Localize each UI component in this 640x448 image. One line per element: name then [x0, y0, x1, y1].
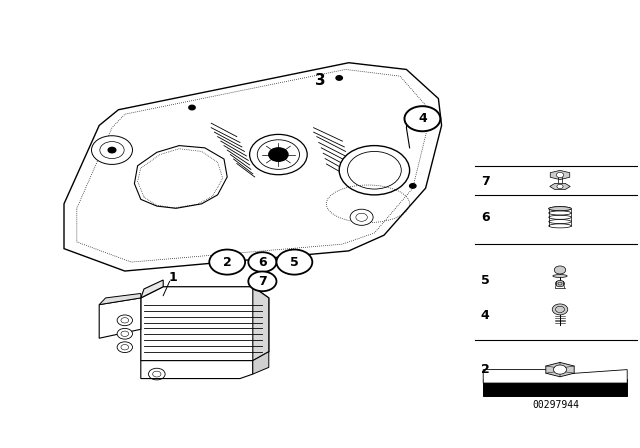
Polygon shape — [550, 183, 570, 190]
Circle shape — [248, 252, 276, 272]
Polygon shape — [134, 146, 227, 208]
Circle shape — [552, 304, 568, 315]
Text: 3: 3 — [315, 73, 325, 88]
Circle shape — [248, 271, 276, 291]
Circle shape — [336, 76, 342, 80]
Circle shape — [108, 147, 116, 153]
Circle shape — [410, 184, 416, 188]
Text: 4: 4 — [418, 112, 427, 125]
Circle shape — [556, 172, 564, 177]
Ellipse shape — [548, 207, 572, 211]
Text: 2: 2 — [223, 255, 232, 269]
Text: 7: 7 — [481, 175, 490, 188]
Polygon shape — [253, 287, 269, 361]
Polygon shape — [550, 170, 570, 180]
Circle shape — [250, 134, 307, 175]
Text: 5: 5 — [481, 273, 490, 287]
Circle shape — [269, 148, 288, 161]
Polygon shape — [141, 287, 269, 361]
Text: 00297944: 00297944 — [532, 401, 579, 410]
Circle shape — [556, 280, 564, 287]
Text: 7: 7 — [258, 275, 267, 288]
Circle shape — [189, 105, 195, 110]
Circle shape — [117, 315, 132, 326]
Polygon shape — [64, 63, 442, 271]
Polygon shape — [546, 362, 574, 377]
Circle shape — [554, 365, 566, 374]
Text: 6: 6 — [481, 211, 490, 224]
Text: 2: 2 — [481, 363, 490, 376]
Circle shape — [117, 328, 132, 339]
Text: 5: 5 — [290, 255, 299, 269]
Circle shape — [339, 146, 410, 195]
Polygon shape — [99, 293, 141, 305]
Circle shape — [557, 184, 563, 189]
Polygon shape — [99, 298, 141, 338]
Circle shape — [117, 342, 132, 353]
Polygon shape — [141, 361, 253, 379]
Polygon shape — [253, 352, 269, 374]
Circle shape — [350, 209, 373, 225]
Text: 6: 6 — [258, 255, 267, 269]
Text: 1: 1 — [168, 271, 177, 284]
Circle shape — [554, 266, 566, 274]
Circle shape — [92, 136, 132, 164]
Circle shape — [209, 250, 245, 275]
Polygon shape — [141, 280, 163, 298]
Circle shape — [276, 250, 312, 275]
Polygon shape — [483, 370, 627, 383]
Polygon shape — [483, 379, 627, 396]
Circle shape — [404, 106, 440, 131]
Ellipse shape — [553, 275, 567, 277]
Text: 4: 4 — [481, 309, 490, 323]
